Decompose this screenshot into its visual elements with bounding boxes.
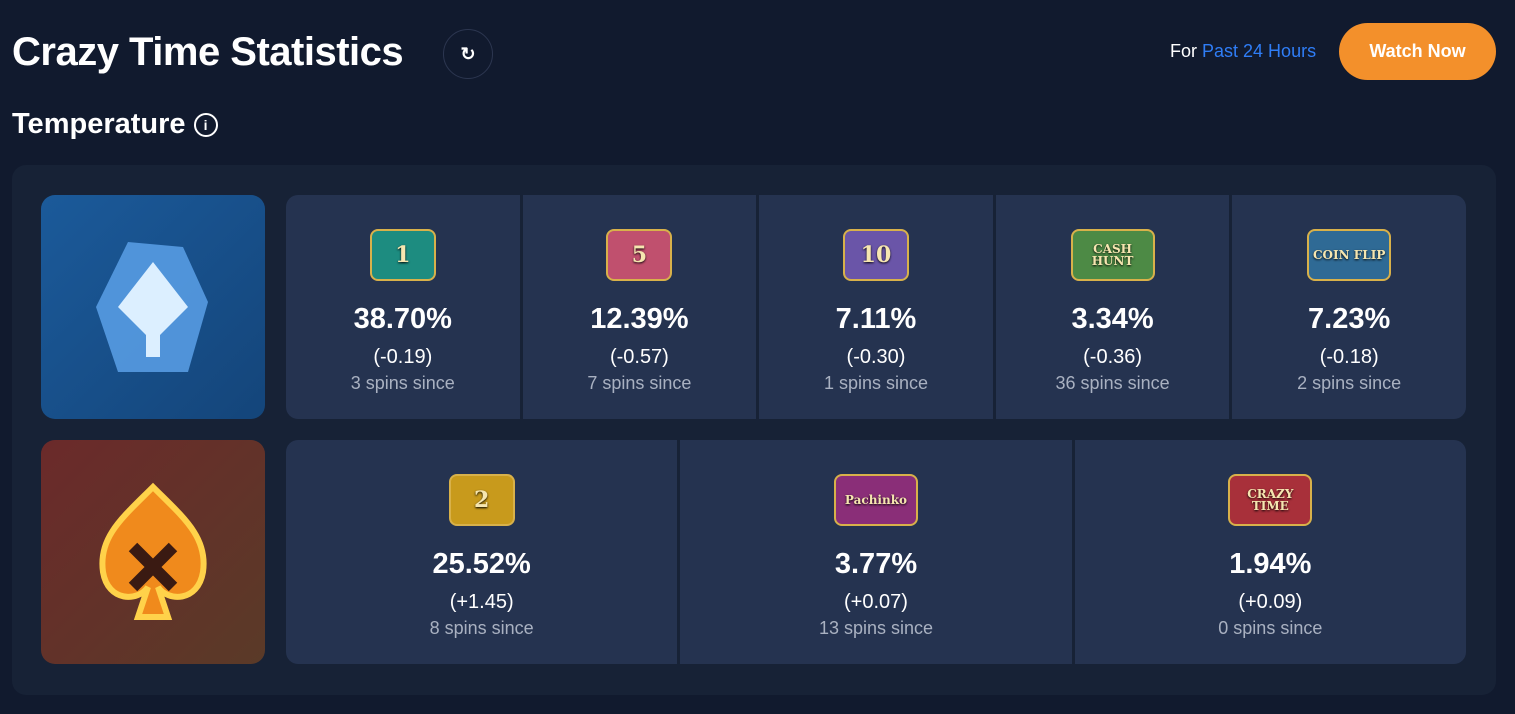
segment-card-10: 10 7.11% (-0.30) 1 spins since: [759, 195, 993, 419]
section-title: Temperature i: [12, 108, 218, 141]
cash-hunt-badge-icon: CASH HUNT: [1070, 229, 1155, 281]
segment-percentage: 25.52%: [432, 548, 531, 580]
page-title: Crazy Time Statistics: [12, 30, 404, 74]
segment-spins-since: 3 spins since: [350, 373, 455, 393]
segment-percentage: 7.23%: [1308, 303, 1391, 335]
segment-spins-since: 13 spins since: [818, 618, 934, 638]
cold-tile: [41, 195, 265, 419]
10-badge-icon: 10: [842, 229, 909, 281]
segment-card-coin-flip: COIN FLIP 7.23% (-0.18) 2 spins since: [1232, 195, 1466, 419]
temperature-heading: Temperature: [12, 108, 186, 140]
fire-spade-icon: [99, 482, 207, 620]
segment-spins-since: 0 spins since: [1218, 618, 1323, 638]
refresh-button[interactable]: ↻: [443, 29, 493, 79]
segment-spins-since: 8 spins since: [429, 618, 534, 638]
segment-card-1: 1 38.70% (-0.19) 3 spins since: [286, 195, 520, 419]
segment-percentage: 1.94%: [1229, 548, 1312, 580]
cold-row: 1 38.70% (-0.19) 3 spins since 5 12.39% (…: [286, 195, 1466, 419]
segment-percentage: 7.11%: [835, 303, 917, 335]
hot-tile: [41, 440, 265, 664]
segment-card-cash-hunt: CASH HUNT 3.34% (-0.36) 36 spins since: [995, 195, 1230, 419]
segment-percentage: 3.77%: [834, 548, 918, 580]
1-badge-icon: 1: [369, 229, 436, 281]
5-badge-icon: 5: [606, 229, 673, 281]
segment-spins-since: 7 spins since: [587, 373, 692, 393]
segment-percentage: 38.70%: [353, 303, 452, 335]
segment-percentage: 12.39%: [590, 303, 689, 335]
segment-change: (-0.18): [1319, 346, 1379, 368]
watch-now-button[interactable]: Watch Now: [1339, 23, 1496, 80]
segment-change: (+1.45): [449, 591, 514, 613]
segment-change: (+0.09): [1238, 591, 1303, 613]
segment-spins-since: 36 spins since: [1055, 373, 1170, 393]
segment-card-2: 2 25.52% (+1.45) 8 spins since: [286, 440, 678, 664]
segment-card-pachinko: Pachinko 3.77% (+0.07) 13 spins since: [680, 440, 1072, 664]
period-prefix: For: [1170, 41, 1197, 61]
period-link[interactable]: Past 24 Hours: [1202, 41, 1317, 61]
hot-row: 2 25.52% (+1.45) 8 spins since Pachinko 3…: [286, 440, 1466, 664]
refresh-icon: ↻: [460, 43, 476, 64]
crazy-time-badge-icon: CRAZY TIME: [1228, 474, 1313, 526]
temperature-panel: 1 38.70% (-0.19) 3 spins since 5 12.39% (…: [12, 165, 1496, 695]
segment-card-crazy-time: CRAZY TIME 1.94% (+0.09) 0 spins since: [1074, 440, 1466, 664]
ice-spade-icon: [96, 242, 208, 372]
2-badge-icon: 2: [448, 474, 515, 526]
segment-change: (-0.57): [609, 346, 669, 368]
coin-flip-badge-icon: COIN FLIP: [1307, 229, 1392, 281]
segment-change: (-0.19): [373, 346, 433, 368]
pachinko-badge-icon: Pachinko: [833, 474, 918, 526]
period-selector: For Past 24 Hours: [1170, 41, 1316, 62]
segment-change: (-0.36): [1083, 346, 1143, 368]
segment-spins-since: 1 spins since: [823, 373, 929, 393]
segment-change: (+0.07): [844, 591, 908, 613]
segment-percentage: 3.34%: [1071, 303, 1154, 335]
segment-card-5: 5 12.39% (-0.57) 7 spins since: [522, 195, 757, 419]
info-icon[interactable]: i: [193, 112, 218, 137]
segment-change: (-0.30): [846, 346, 906, 368]
segment-spins-since: 2 spins since: [1297, 373, 1402, 393]
